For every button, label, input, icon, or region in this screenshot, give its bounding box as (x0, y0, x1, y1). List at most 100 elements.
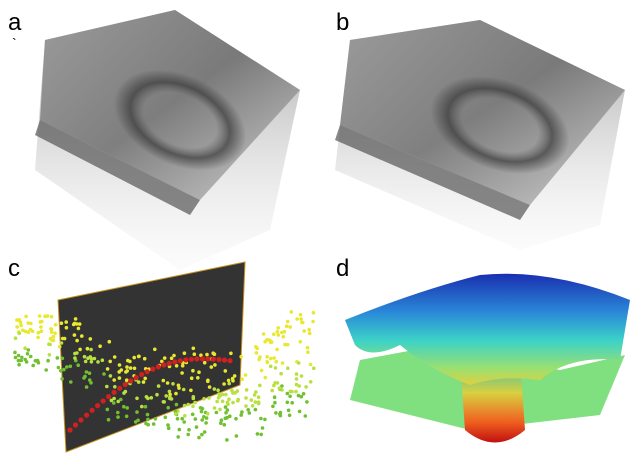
point (164, 394, 168, 398)
point (312, 367, 316, 371)
point (200, 356, 205, 361)
point (203, 361, 207, 365)
point (213, 406, 217, 410)
point (134, 375, 139, 380)
point (74, 317, 78, 321)
point (60, 341, 64, 345)
point (29, 322, 33, 326)
point (192, 397, 196, 401)
point (83, 355, 87, 359)
point (286, 320, 290, 324)
point (275, 348, 279, 352)
point (14, 336, 18, 340)
point (13, 351, 17, 355)
point (86, 356, 90, 360)
point (256, 432, 260, 436)
point (57, 366, 61, 370)
point (84, 413, 89, 418)
point (189, 389, 193, 393)
point (23, 358, 27, 362)
point (277, 333, 281, 337)
point (95, 403, 100, 408)
point (200, 418, 204, 422)
point (257, 395, 261, 399)
point (60, 377, 64, 381)
point (58, 345, 62, 349)
point (47, 342, 51, 346)
point (107, 418, 111, 422)
point (288, 414, 292, 418)
point (152, 422, 156, 426)
point (65, 365, 69, 369)
point (271, 405, 275, 409)
point (174, 412, 178, 416)
point (78, 348, 82, 352)
point (180, 371, 184, 375)
point (31, 364, 35, 368)
point (216, 357, 221, 362)
point (304, 385, 308, 389)
point (227, 382, 231, 386)
point (162, 400, 166, 404)
point (146, 397, 150, 401)
point (304, 414, 308, 418)
point (168, 393, 172, 397)
stray-mark: ` (12, 35, 17, 51)
point (264, 376, 268, 380)
point (239, 413, 243, 417)
point (136, 419, 140, 423)
point (122, 405, 126, 409)
point (186, 403, 190, 407)
point (302, 392, 306, 396)
point (24, 315, 28, 319)
point (150, 396, 154, 400)
point (144, 405, 148, 409)
point (82, 376, 86, 380)
point (117, 370, 121, 374)
point (290, 401, 294, 405)
point (178, 358, 183, 363)
point (143, 377, 147, 381)
point (157, 384, 161, 388)
point (273, 395, 277, 399)
point (295, 377, 299, 381)
point (182, 388, 186, 392)
point (187, 428, 191, 432)
point (288, 395, 292, 399)
point (299, 313, 303, 317)
point (270, 340, 274, 344)
point (15, 325, 19, 329)
point (226, 403, 230, 407)
point (125, 406, 129, 410)
point (210, 365, 214, 369)
point (258, 384, 262, 388)
point (123, 382, 128, 387)
point (90, 408, 95, 413)
point (286, 343, 290, 347)
point (109, 374, 113, 378)
point (285, 324, 289, 328)
point (36, 336, 40, 340)
point (140, 405, 144, 409)
point (203, 430, 207, 434)
point (306, 346, 310, 350)
point (223, 423, 227, 427)
panel-label: a (8, 9, 22, 36)
point (244, 404, 248, 408)
point (177, 386, 181, 390)
point (168, 390, 172, 394)
point (253, 393, 257, 397)
point (193, 401, 197, 405)
point (200, 410, 204, 414)
point (128, 378, 133, 383)
point (80, 334, 84, 338)
point (300, 374, 304, 378)
point (26, 352, 30, 356)
point (206, 412, 210, 416)
point (172, 354, 176, 358)
point (250, 398, 254, 402)
point (60, 321, 64, 325)
point (146, 413, 150, 417)
point (197, 436, 201, 440)
point (112, 390, 117, 395)
